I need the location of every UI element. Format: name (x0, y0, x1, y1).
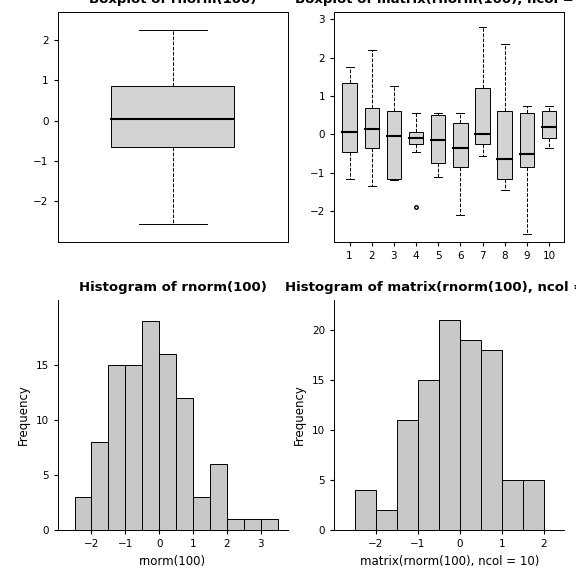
Bar (365, 108, 379, 148)
Bar (111, 86, 234, 147)
Bar (520, 113, 534, 167)
Bar (522, 480, 544, 530)
Bar (227, 519, 244, 530)
Bar (342, 82, 357, 151)
Bar (502, 480, 522, 530)
Bar (126, 365, 142, 530)
Bar (475, 88, 490, 144)
Bar (418, 380, 439, 530)
Bar (176, 398, 193, 530)
Bar (481, 350, 502, 530)
Bar (409, 132, 423, 144)
Bar (244, 519, 261, 530)
Bar (397, 420, 418, 530)
Bar (453, 123, 468, 167)
Title: Histogram of rnorm(100): Histogram of rnorm(100) (79, 281, 267, 294)
Bar (542, 111, 556, 138)
Bar (74, 497, 92, 530)
X-axis label: rnorm(100): rnorm(100) (139, 555, 206, 567)
Bar (193, 497, 210, 530)
Bar (210, 464, 227, 530)
Bar (159, 354, 176, 530)
Bar (460, 340, 481, 530)
Y-axis label: Frequency: Frequency (17, 384, 30, 445)
Bar (431, 115, 445, 163)
Bar (261, 519, 278, 530)
Bar (386, 111, 401, 179)
Bar (498, 111, 512, 179)
Bar (376, 510, 397, 530)
Bar (439, 320, 460, 530)
Title: Histogram of matrix(rnorm(100), ncol = 10): Histogram of matrix(rnorm(100), ncol = 1… (285, 281, 576, 294)
Y-axis label: Frequency: Frequency (293, 384, 306, 445)
Title: Boxplot of matrix(rnorm(100), ncol = 10): Boxplot of matrix(rnorm(100), ncol = 10) (295, 0, 576, 6)
Bar (92, 442, 108, 530)
X-axis label: matrix(rnorm(100), ncol = 10): matrix(rnorm(100), ncol = 10) (359, 555, 539, 567)
Bar (355, 490, 376, 530)
Bar (142, 321, 159, 530)
Title: Boxplot of rnorm(100): Boxplot of rnorm(100) (89, 0, 256, 6)
Bar (108, 365, 126, 530)
